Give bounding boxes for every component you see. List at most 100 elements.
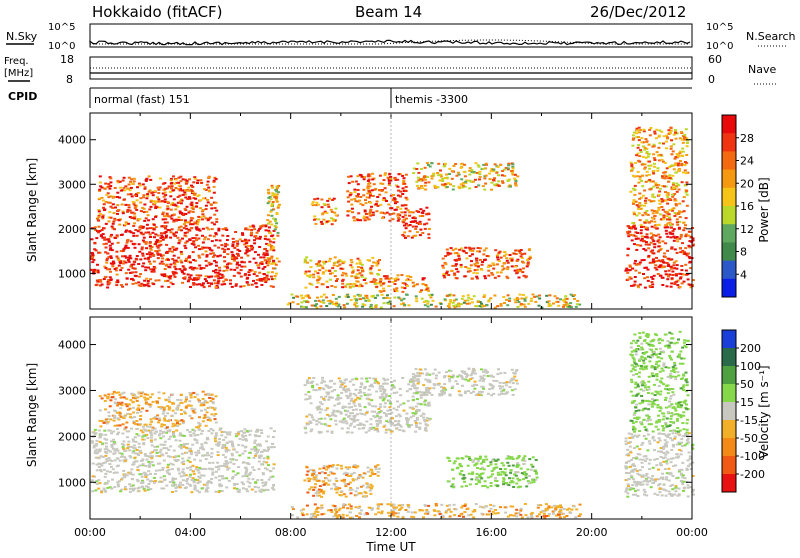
scatter-cell bbox=[137, 490, 140, 492]
scatter-cell bbox=[147, 483, 150, 485]
scatter-cell bbox=[196, 394, 199, 396]
scatter-cell bbox=[145, 410, 148, 412]
scatter-cell bbox=[336, 278, 339, 280]
scatter-cell bbox=[367, 299, 370, 301]
scatter-cell bbox=[190, 204, 193, 206]
scatter-cell bbox=[233, 483, 236, 485]
scatter-cell bbox=[385, 191, 388, 193]
scatter-cell bbox=[207, 219, 210, 221]
scatter-cell bbox=[366, 187, 369, 189]
scatter-cell bbox=[359, 298, 362, 300]
scatter-cell bbox=[160, 449, 163, 451]
scatter-cell bbox=[104, 188, 107, 190]
scatter-cell bbox=[667, 258, 670, 260]
scatter-cell bbox=[247, 284, 250, 286]
scatter-cell bbox=[666, 250, 669, 252]
scatter-cell bbox=[151, 429, 154, 431]
scatter-cell bbox=[309, 422, 312, 424]
scatter-cell bbox=[351, 181, 354, 183]
scatter-cell bbox=[192, 251, 195, 253]
scatter-cell bbox=[226, 267, 229, 269]
scatter-cell bbox=[251, 249, 254, 251]
scatter-cell bbox=[214, 440, 217, 442]
scatter-cell bbox=[451, 178, 454, 180]
scatter-cell bbox=[315, 286, 318, 288]
scatter-cell bbox=[236, 243, 239, 245]
scatter-cell bbox=[471, 169, 474, 171]
scatter-cell bbox=[634, 281, 637, 283]
scatter-cell bbox=[100, 465, 103, 467]
scatter-cell bbox=[377, 205, 380, 207]
scatter-cell bbox=[359, 413, 362, 415]
scatter-cell bbox=[194, 396, 197, 398]
scatter-cell bbox=[640, 141, 643, 143]
scatter-cell bbox=[409, 224, 412, 226]
scatter-cell bbox=[127, 430, 130, 432]
scatter-cell bbox=[156, 239, 159, 241]
scatter-cell bbox=[342, 406, 345, 408]
scatter-cell bbox=[388, 182, 391, 184]
scatter-cell bbox=[99, 436, 102, 438]
scatter-cell bbox=[673, 134, 676, 136]
scatter-cell bbox=[457, 255, 460, 257]
scatter-cell bbox=[548, 294, 551, 296]
scatter-cell bbox=[445, 272, 448, 274]
scatter-cell bbox=[479, 259, 482, 261]
scatter-cell bbox=[569, 302, 572, 304]
scatter-cell bbox=[161, 236, 164, 238]
scatter-cell bbox=[520, 298, 523, 300]
scatter-cell bbox=[146, 426, 149, 428]
scatter-cell bbox=[669, 233, 672, 235]
scatter-cell bbox=[149, 452, 152, 454]
scatter-cell bbox=[386, 275, 389, 277]
scatter-cell bbox=[251, 284, 254, 286]
scatter-cell bbox=[330, 217, 333, 219]
scatter-cell bbox=[636, 244, 639, 246]
scatter-cell bbox=[102, 422, 105, 424]
scatter-cell bbox=[351, 379, 354, 381]
scatter-cell bbox=[273, 463, 276, 465]
scatter-cell bbox=[393, 297, 396, 299]
scatter-cell bbox=[556, 297, 559, 299]
scatter-cell bbox=[171, 228, 174, 230]
freq-label-2: [MHz] bbox=[4, 68, 33, 79]
scatter-cell bbox=[664, 200, 667, 202]
scatter-cell bbox=[267, 271, 270, 273]
scatter-cell bbox=[430, 175, 433, 177]
scatter-cell bbox=[201, 218, 204, 220]
scatter-cell bbox=[215, 432, 218, 434]
scatter-cell bbox=[306, 301, 309, 303]
scatter-cell bbox=[240, 269, 243, 271]
scatter-cell bbox=[467, 294, 470, 296]
scatter-cell bbox=[461, 298, 464, 300]
scatter-cell bbox=[650, 232, 653, 234]
scatter-cell bbox=[201, 430, 204, 432]
scatter-cell bbox=[124, 255, 127, 257]
scatter-cell bbox=[252, 280, 255, 282]
scatter-cell bbox=[383, 426, 386, 428]
scatter-cell bbox=[685, 217, 688, 219]
scatter-cell bbox=[265, 481, 268, 483]
scatter-cell bbox=[335, 304, 338, 306]
scatter-cell bbox=[91, 261, 94, 263]
scatter-cell bbox=[310, 402, 313, 404]
scatter-cell bbox=[353, 400, 356, 402]
scatter-cell bbox=[136, 460, 139, 462]
scatter-cell bbox=[654, 182, 657, 184]
scatter-cell bbox=[506, 304, 509, 306]
scatter-cell bbox=[496, 255, 499, 257]
scatter-cell bbox=[143, 220, 146, 222]
scatter-cell bbox=[254, 251, 257, 253]
scatter-cell bbox=[269, 470, 272, 472]
scatter-cell bbox=[223, 256, 226, 258]
scatter-cell bbox=[111, 226, 114, 228]
scatter-cell bbox=[148, 285, 151, 287]
scatter-cell bbox=[351, 208, 354, 210]
scatter-cell bbox=[638, 131, 641, 133]
scatter-cell bbox=[367, 175, 370, 177]
scatter-cell bbox=[196, 267, 199, 269]
scatter-cell bbox=[645, 267, 648, 269]
scatter-cell bbox=[177, 469, 180, 471]
scatter-cell bbox=[108, 220, 111, 222]
scatter-cell bbox=[178, 240, 181, 242]
